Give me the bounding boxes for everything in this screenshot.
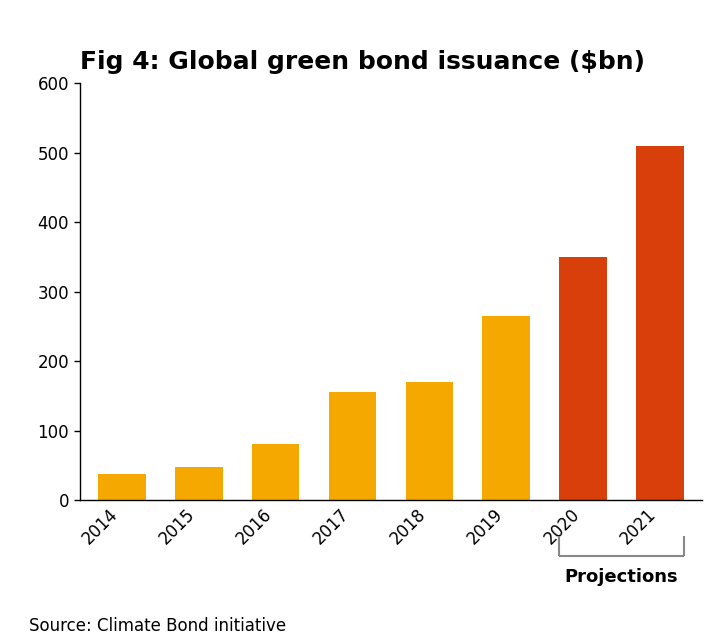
Text: Fig 4: Global green bond issuance ($bn): Fig 4: Global green bond issuance ($bn): [80, 51, 644, 74]
Bar: [636, 146, 684, 500]
Bar: [482, 316, 530, 500]
Bar: [405, 382, 453, 500]
Bar: [560, 257, 607, 500]
Bar: [252, 444, 300, 500]
Text: Projections: Projections: [565, 568, 678, 586]
Bar: [175, 467, 222, 500]
Bar: [98, 474, 146, 500]
Bar: [329, 392, 376, 500]
Text: Source: Climate Bond initiative: Source: Climate Bond initiative: [29, 617, 286, 635]
